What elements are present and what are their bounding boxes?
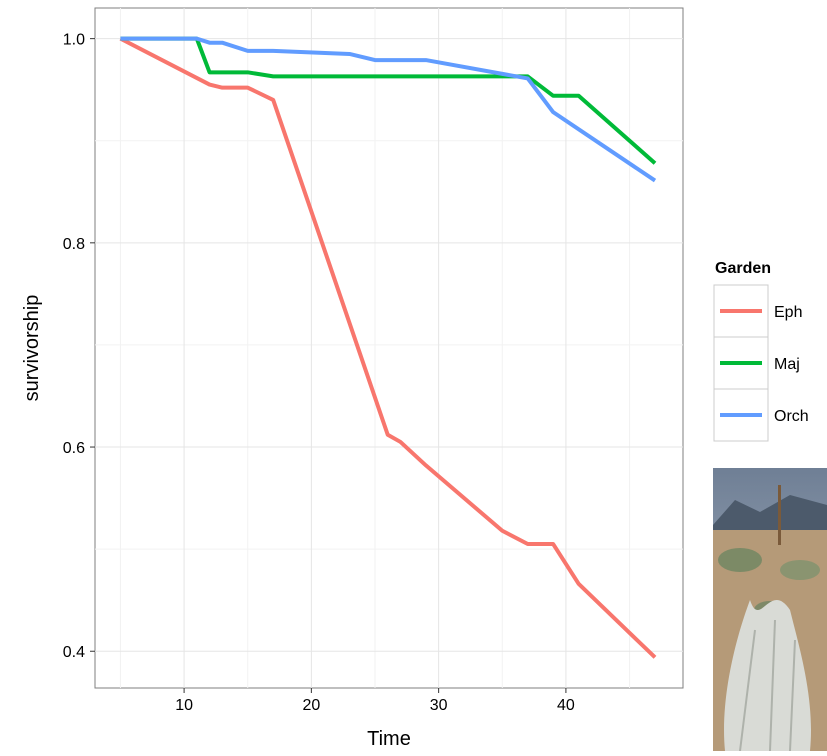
legend-label: Orch — [774, 408, 809, 425]
x-tick-label: 20 — [302, 697, 320, 714]
x-tick-label: 40 — [557, 697, 575, 714]
legend-label: Eph — [774, 304, 802, 321]
photo — [713, 468, 827, 752]
legend-label: Maj — [774, 356, 800, 373]
y-tick-label: 0.6 — [63, 440, 85, 457]
y-tick-label: 0.8 — [63, 236, 85, 253]
x-tick-label: 10 — [175, 697, 193, 714]
y-tick-label: 0.4 — [63, 644, 85, 661]
series-line — [119, 36, 657, 659]
series-line — [120, 36, 657, 165]
legend-title: Garden — [715, 260, 771, 277]
x-tick-label: 30 — [430, 697, 448, 714]
y-axis-label: survivorship — [21, 295, 43, 402]
series-line — [120, 36, 657, 183]
y-tick-label: 1.0 — [63, 32, 85, 49]
x-axis-label: Time — [367, 728, 411, 750]
plot-panel — [94, 7, 684, 689]
